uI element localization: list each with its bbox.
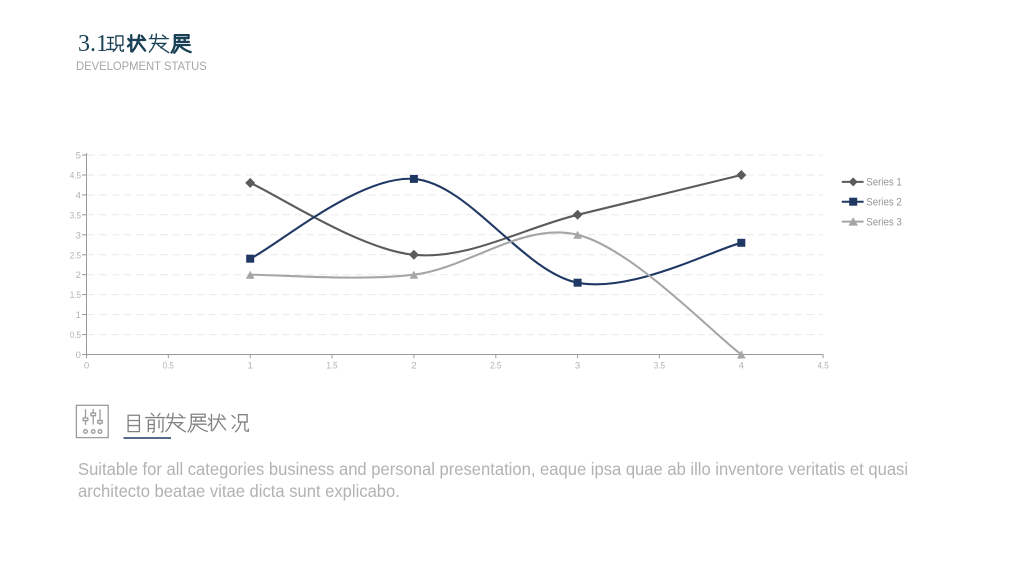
svg-text:1: 1 [248, 360, 253, 371]
svg-text:2: 2 [411, 360, 416, 371]
svg-text:3.1: 3.1 [78, 31, 108, 57]
svg-text:1: 1 [76, 310, 81, 321]
svg-text:0: 0 [76, 350, 81, 361]
svg-text:4.5: 4.5 [70, 171, 81, 182]
svg-text:0.5: 0.5 [70, 330, 81, 341]
svg-text:4: 4 [739, 360, 745, 371]
svg-text:0: 0 [84, 360, 89, 371]
svg-text:3: 3 [76, 230, 81, 241]
svg-text:2: 2 [76, 270, 81, 281]
svg-text:4.5: 4.5 [817, 360, 828, 371]
svg-text:5: 5 [76, 151, 81, 162]
svg-text:3: 3 [575, 360, 580, 371]
svg-text:Series 3: Series 3 [866, 217, 901, 229]
svg-text:4: 4 [76, 190, 82, 201]
svg-text:Series 1: Series 1 [866, 177, 901, 189]
svg-text:2.5: 2.5 [490, 360, 501, 371]
svg-text:1.5: 1.5 [326, 360, 337, 371]
svg-text:3.5: 3.5 [70, 210, 81, 221]
svg-text:3.5: 3.5 [654, 360, 665, 371]
svg-text:Series 2: Series 2 [866, 197, 901, 209]
svg-text:1.5: 1.5 [70, 290, 81, 301]
svg-text:2.5: 2.5 [70, 250, 81, 261]
svg-text:0.5: 0.5 [163, 360, 174, 371]
